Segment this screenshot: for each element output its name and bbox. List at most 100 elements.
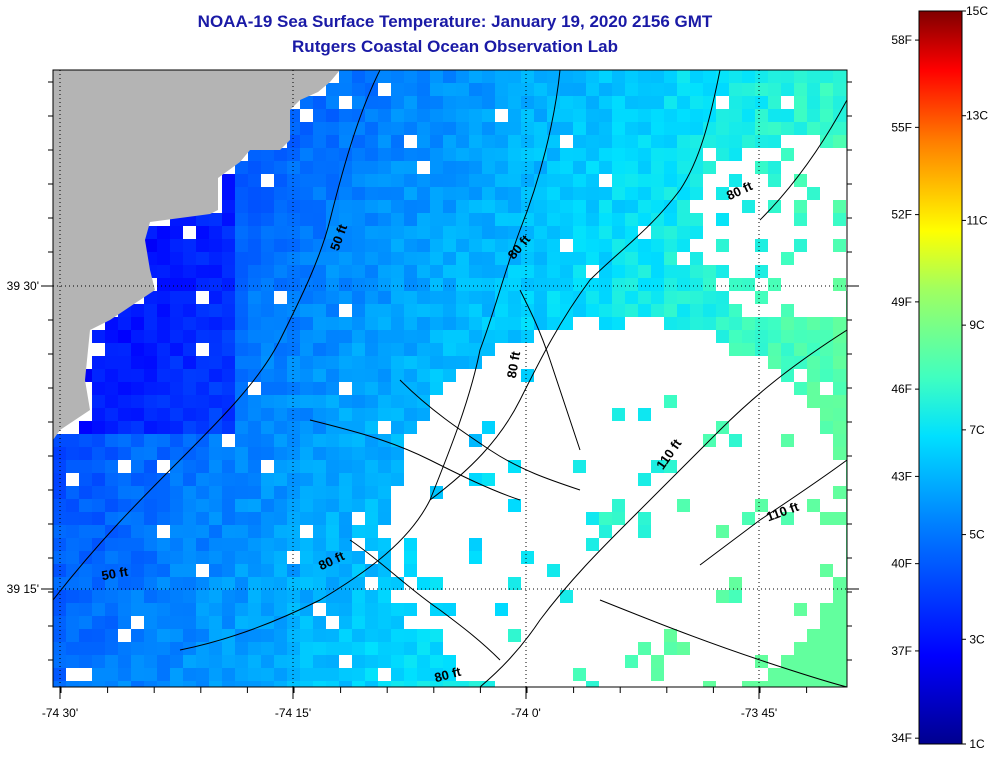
sst-pixel bbox=[586, 538, 599, 551]
sst-pixel bbox=[209, 564, 222, 577]
sst-pixel bbox=[196, 395, 209, 408]
sst-pixel bbox=[508, 330, 521, 343]
sst-pixel bbox=[248, 577, 261, 590]
sst-pixel bbox=[352, 473, 365, 486]
sst-pixel bbox=[248, 460, 261, 473]
sst-pixel bbox=[339, 369, 352, 382]
sst-pixel bbox=[690, 304, 703, 317]
sst-pixel bbox=[664, 109, 677, 122]
sst-pixel bbox=[443, 603, 456, 616]
sst-pixel bbox=[326, 278, 339, 291]
sst-pixel bbox=[599, 70, 612, 83]
sst-pixel bbox=[105, 356, 118, 369]
sst-pixel bbox=[625, 252, 638, 265]
sst-pixel bbox=[339, 590, 352, 603]
sst-pixel bbox=[209, 642, 222, 655]
sst-pixel bbox=[300, 655, 313, 668]
sst-pixel bbox=[521, 304, 534, 317]
sst-pixel bbox=[417, 343, 430, 356]
sst-pixel bbox=[768, 135, 781, 148]
sst-pixel bbox=[469, 473, 482, 486]
sst-pixel bbox=[391, 291, 404, 304]
lon-tick-label: -74 15' bbox=[275, 706, 311, 720]
sst-pixel bbox=[326, 96, 339, 109]
sst-pixel bbox=[482, 122, 495, 135]
sst-pixel bbox=[365, 317, 378, 330]
land-mass bbox=[53, 70, 340, 440]
sst-pixel bbox=[222, 369, 235, 382]
sst-pixel bbox=[313, 551, 326, 564]
sst-pixel bbox=[300, 551, 313, 564]
sst-pixel bbox=[352, 174, 365, 187]
sst-pixel bbox=[560, 187, 573, 200]
sst-pixel bbox=[573, 668, 586, 681]
sst-pixel bbox=[456, 252, 469, 265]
sst-pixel bbox=[352, 525, 365, 538]
sst-pixel bbox=[417, 655, 430, 668]
sst-pixel bbox=[352, 317, 365, 330]
sst-pixel bbox=[196, 525, 209, 538]
sst-pixel bbox=[196, 356, 209, 369]
sst-pixel bbox=[131, 603, 144, 616]
sst-pixel bbox=[638, 291, 651, 304]
sst-pixel bbox=[300, 668, 313, 681]
sst-pixel bbox=[248, 486, 261, 499]
sst-pixel bbox=[664, 148, 677, 161]
sst-pixel bbox=[274, 538, 287, 551]
sst-pixel bbox=[170, 395, 183, 408]
sst-pixel bbox=[430, 642, 443, 655]
sst-pixel bbox=[417, 291, 430, 304]
sst-pixel bbox=[755, 161, 768, 174]
sst-pixel bbox=[183, 278, 196, 291]
contour-label: 80 ft bbox=[433, 664, 463, 686]
contour-label: 80 ft bbox=[504, 350, 524, 380]
sst-pixel bbox=[456, 226, 469, 239]
sst-pixel bbox=[261, 642, 274, 655]
sst-pixel bbox=[339, 538, 352, 551]
sst-pixel bbox=[378, 70, 391, 83]
sst-pixel bbox=[469, 551, 482, 564]
sst-pixel bbox=[235, 629, 248, 642]
sst-pixel bbox=[261, 551, 274, 564]
sst-pixel bbox=[53, 447, 66, 460]
sst-pixel bbox=[417, 642, 430, 655]
sst-pixel bbox=[378, 512, 391, 525]
sst-pixel bbox=[768, 668, 781, 681]
sst-pixel bbox=[820, 629, 833, 642]
sst-pixel bbox=[183, 681, 196, 687]
sst-pixel bbox=[508, 265, 521, 278]
sst-pixel bbox=[196, 460, 209, 473]
sst-pixel bbox=[79, 603, 92, 616]
sst-pixel bbox=[378, 291, 391, 304]
sst-pixel bbox=[729, 174, 742, 187]
celsius-label: 5C bbox=[969, 528, 985, 542]
sst-pixel bbox=[300, 265, 313, 278]
sst-pixel bbox=[170, 447, 183, 460]
sst-pixel bbox=[144, 616, 157, 629]
sst-pixel bbox=[482, 135, 495, 148]
sst-pixel bbox=[534, 174, 547, 187]
sst-pixel bbox=[66, 564, 79, 577]
sst-pixel bbox=[365, 122, 378, 135]
fahrenheit-label: 58F bbox=[891, 33, 912, 47]
sst-pixel bbox=[66, 681, 79, 687]
sst-pixel bbox=[560, 122, 573, 135]
sst-pixel bbox=[326, 538, 339, 551]
sst-pixel bbox=[729, 148, 742, 161]
sst-pixel bbox=[339, 616, 352, 629]
sst-pixel bbox=[326, 83, 339, 96]
sst-pixel bbox=[222, 356, 235, 369]
sst-pixel bbox=[79, 499, 92, 512]
sst-pixel bbox=[170, 343, 183, 356]
sst-pixel bbox=[352, 447, 365, 460]
map-area bbox=[53, 70, 847, 687]
sst-pixel bbox=[313, 499, 326, 512]
sst-pixel bbox=[768, 122, 781, 135]
sst-pixel bbox=[365, 408, 378, 421]
sst-pixel bbox=[222, 291, 235, 304]
sst-pixel bbox=[807, 681, 820, 687]
sst-pixel bbox=[391, 629, 404, 642]
sst-pixel bbox=[794, 213, 807, 226]
sst-pixel bbox=[482, 317, 495, 330]
sst-pixel bbox=[248, 590, 261, 603]
